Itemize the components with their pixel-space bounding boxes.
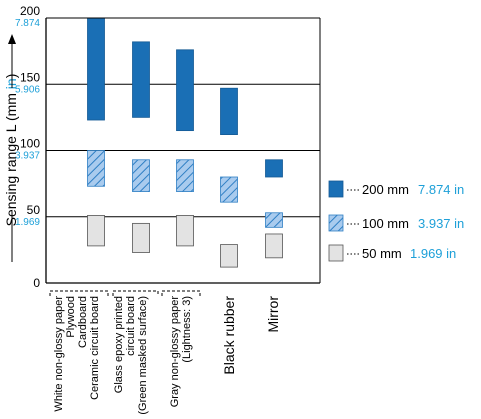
legend-swatch [328,214,344,232]
bar-solid [87,17,105,121]
legend: 200 mm 7.874 in 100 mm 3.937 in 50 mm 1.969 i… [328,180,464,262]
x-category-label: Black rubber [221,296,237,375]
bar-hatched [132,159,150,192]
y-axis-title-close: ) [3,74,19,79]
legend-inch: 7.874 in [418,182,464,197]
bar-solid [265,159,283,178]
legend-inch: 1.969 in [410,246,456,261]
axes-layer [45,17,321,284]
bar-hatched [220,176,238,203]
bars-layer [87,17,283,268]
category-bracket [112,290,159,296]
bar-light [176,215,194,247]
x-category-label: Plywood [65,296,77,338]
x-category-label: Gray non-glossy paper [169,296,181,408]
y-tick-label-inch: 1.969 [15,217,40,228]
y-tick-label-inch: 3.937 [15,151,40,162]
category-bracket [49,290,109,296]
legend-mm: 50 mm [362,246,402,261]
legend-mm: 200 mm [362,182,409,197]
y-title-arrow-head [8,34,16,44]
bar-light [87,215,105,247]
bar-solid [220,87,238,135]
x-category-label: Glass epoxy printed [113,296,125,393]
y-tick-label-mm: 100 [20,137,40,151]
y-axis-title: Sensing range L (mm in) [3,74,19,227]
y-tick-label-inch: 7.874 [15,18,40,29]
x-category-label: Cardboard [77,296,89,348]
y-tick-label-mm: 0 [33,276,40,290]
x-category-label: circuit board [125,296,137,356]
bar-light [220,244,238,268]
bar-solid [132,41,150,118]
bar-light [132,222,150,253]
legend-swatch [328,244,344,262]
y-axis-title-main: Sensing range L (mm [3,89,19,226]
legend-inch: 3.937 in [418,216,464,231]
x-category-label: (Green masked surface) [137,296,149,415]
y-tick-label-mm: 150 [20,70,40,84]
x-category-label: Mirror [265,296,281,333]
bar-hatched [176,159,194,192]
x-category-label: (Lightness: 3) [181,296,193,363]
x-category-label: White non-glossy paper [53,296,65,412]
bar-hatched [265,212,283,228]
y-tick-label-mm: 50 [27,203,41,217]
category-bracket [161,290,201,296]
x-category-labels: White non-glossy paper Plywood Cardboard Ce… [49,290,281,415]
legend-mm: 100 mm [362,216,409,231]
y-tick-label-inch: 5.906 [15,84,40,95]
bar-solid [176,49,194,132]
bar-light [265,233,283,259]
bar-hatched [87,150,105,187]
x-category-label: Ceramic circuit board [89,296,101,400]
y-tick-label-mm: 200 [20,4,40,18]
y-axis-title-inch: in [3,78,19,89]
legend-swatch [328,180,344,198]
